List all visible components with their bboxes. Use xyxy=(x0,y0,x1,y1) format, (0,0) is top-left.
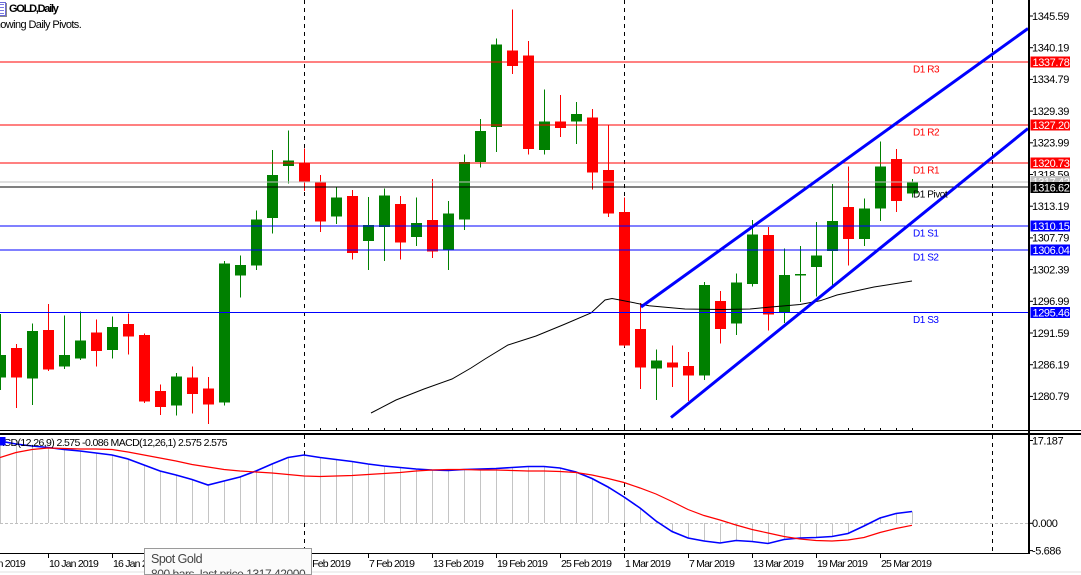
svg-text:1307.79: 1307.79 xyxy=(1032,233,1069,245)
svg-text:D1 S3: D1 S3 xyxy=(913,315,939,326)
svg-text:25 Feb 2019: 25 Feb 2019 xyxy=(561,558,612,570)
svg-text:1329.39: 1329.39 xyxy=(1032,106,1069,118)
svg-text:13 Mar 2019: 13 Mar 2019 xyxy=(753,558,804,570)
svg-text:17.187: 17.187 xyxy=(1032,435,1064,447)
svg-text:1302.39: 1302.39 xyxy=(1032,264,1069,276)
svg-text:25 Mar 2019: 25 Mar 2019 xyxy=(881,558,932,570)
svg-text:1340.19: 1340.19 xyxy=(1032,43,1069,55)
svg-text:1310.15: 1310.15 xyxy=(1033,221,1070,233)
svg-text:1316.62: 1316.62 xyxy=(1033,182,1070,194)
svg-text:D1 S2: D1 S2 xyxy=(913,253,939,264)
svg-text:1306.04: 1306.04 xyxy=(1033,245,1070,257)
svg-text:13 Feb 2019: 13 Feb 2019 xyxy=(433,558,484,570)
svg-text:-5.686: -5.686 xyxy=(1032,545,1061,557)
svg-text:1345.59: 1345.59 xyxy=(1032,11,1069,23)
svg-text:1286.19: 1286.19 xyxy=(1032,360,1069,372)
svg-text:1313.19: 1313.19 xyxy=(1032,201,1069,213)
svg-text:0.000: 0.000 xyxy=(1032,518,1058,530)
svg-text:1280.79: 1280.79 xyxy=(1032,391,1069,403)
svg-text:D1 R3: D1 R3 xyxy=(913,65,940,76)
svg-text:1337.78: 1337.78 xyxy=(1033,57,1070,69)
svg-text:1 Feb 2019: 1 Feb 2019 xyxy=(305,558,351,570)
svg-text:D1 R1: D1 R1 xyxy=(913,166,940,177)
svg-text:1295.46: 1295.46 xyxy=(1033,307,1070,319)
svg-text:19 Feb 2019: 19 Feb 2019 xyxy=(497,558,548,570)
svg-text:7 Feb 2019: 7 Feb 2019 xyxy=(369,558,415,570)
svg-text:19 Mar 2019: 19 Mar 2019 xyxy=(817,558,868,570)
svg-text:MACD(12,26,9) 2.575 -0.086 MAC: MACD(12,26,9) 2.575 -0.086 MACD(12,26,1)… xyxy=(0,437,228,449)
svg-text:4 Jan 2019: 4 Jan 2019 xyxy=(0,558,26,570)
svg-text:10 Jan 2019: 10 Jan 2019 xyxy=(49,558,99,570)
svg-text:D1 S1: D1 S1 xyxy=(913,229,939,240)
svg-text:1323.99: 1323.99 xyxy=(1032,138,1069,150)
svg-text:1327.20: 1327.20 xyxy=(1033,120,1070,132)
svg-text:D1 Pivot: D1 Pivot xyxy=(913,190,948,201)
svg-text:1320.73: 1320.73 xyxy=(1033,158,1070,170)
svg-text:1296.99: 1296.99 xyxy=(1032,296,1069,308)
svg-text:D1 R2: D1 R2 xyxy=(913,128,940,139)
svg-text:1291.59: 1291.59 xyxy=(1032,328,1069,340)
svg-text:1 Mar 2019: 1 Mar 2019 xyxy=(625,558,671,570)
svg-text:7 Mar 2019: 7 Mar 2019 xyxy=(689,558,735,570)
svg-text:1334.79: 1334.79 xyxy=(1032,74,1069,86)
